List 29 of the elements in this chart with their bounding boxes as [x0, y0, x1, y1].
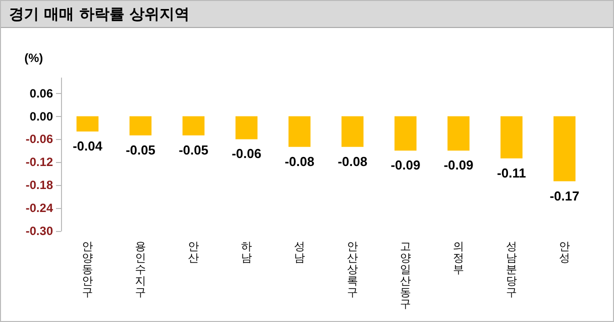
x-tick-label: 안산 상록구 [347, 240, 358, 299]
data-label: -0.17 [550, 188, 580, 204]
y-tick-label: -0.12 [26, 155, 54, 170]
data-label: -0.06 [232, 146, 262, 162]
x-tick-label: 의정부 [453, 240, 464, 276]
y-tick-label: -0.24 [26, 201, 54, 216]
data-label: -0.05 [126, 142, 156, 158]
data-label: -0.09 [444, 158, 474, 173]
x-tick-label: 고양 일산동구 [400, 240, 411, 310]
data-label: -0.04 [72, 138, 104, 154]
data-label: -0.08 [284, 154, 314, 169]
x-tick-label: 용인 수지구 [135, 240, 146, 299]
y-tick-label: 0.00 [30, 109, 54, 124]
chart-title: 경기 매매 하락률 상위지역 [1, 1, 613, 28]
y-tick-label: -0.18 [26, 178, 54, 192]
x-tick-label: 하남 [241, 240, 252, 264]
x-tick-label: 성남 분당구 [506, 240, 517, 299]
y-axis-title: (%) [24, 51, 43, 65]
y-tick-label: -0.30 [26, 224, 54, 238]
data-label: -0.11 [497, 165, 526, 180]
x-tick-label: 안양 동안구 [82, 240, 93, 299]
data-label: -0.09 [390, 158, 420, 173]
x-tick-label: 안성 [559, 240, 570, 264]
x-tick-label: 안산 [188, 240, 199, 264]
y-tick-label: -0.06 [26, 132, 54, 146]
x-tick-label: 성남 [294, 240, 305, 264]
y-tick-label: 0.06 [30, 86, 54, 100]
data-label: -0.05 [178, 142, 208, 158]
data-label: -0.08 [338, 154, 368, 169]
